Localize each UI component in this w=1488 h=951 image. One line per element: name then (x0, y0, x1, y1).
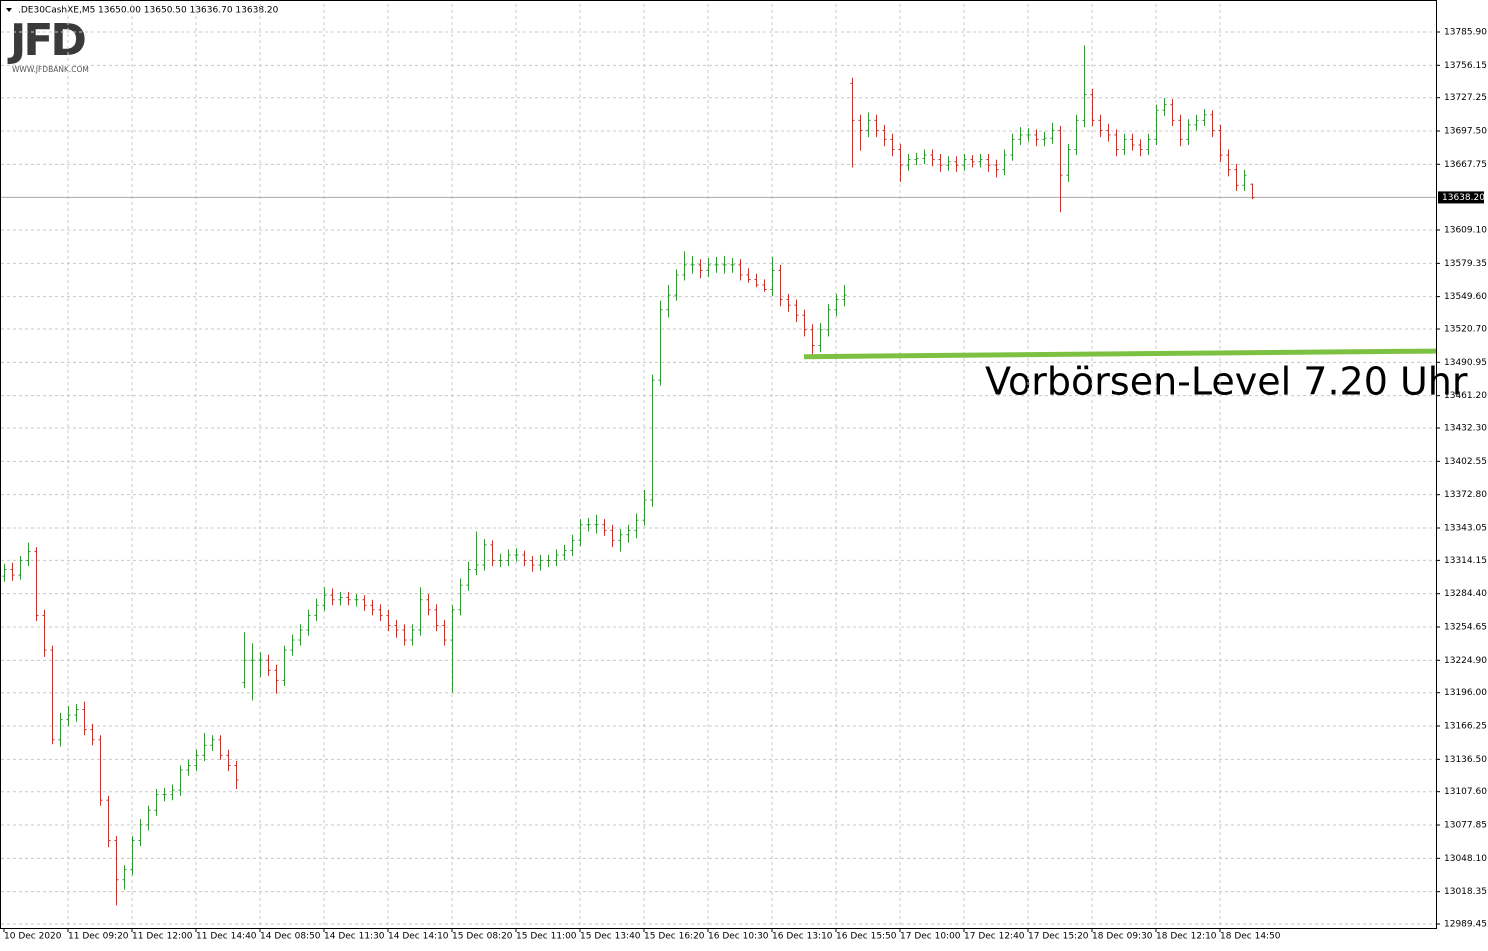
x-tick-label: 10 Dec 2020 (4, 932, 62, 942)
x-tick-label: 15 Dec 08:20 (452, 932, 513, 942)
y-tick-label: 13579.35 (1444, 259, 1487, 269)
y-tick-label: 12989.45 (1444, 920, 1487, 930)
y-tick-label: 13727.25 (1444, 93, 1487, 103)
x-tick-label: 11 Dec 09:20 (68, 932, 129, 942)
y-tick-label: 13372.80 (1444, 490, 1487, 500)
x-tick-label: 18 Dec 12:10 (1156, 932, 1217, 942)
y-tick-label: 13461.20 (1444, 391, 1487, 401)
y-tick-label: 13166.25 (1444, 722, 1487, 732)
x-tick-label: 15 Dec 16:20 (644, 932, 705, 942)
y-tick-label: 13697.50 (1444, 127, 1487, 137)
x-tick-label: 14 Dec 08:50 (260, 932, 321, 942)
current-price-box (1438, 191, 1484, 204)
y-tick-label: 13490.95 (1444, 358, 1487, 368)
y-tick-label: 13402.55 (1444, 457, 1487, 467)
level-line (803, 348, 1437, 360)
y-tick-label: 13254.65 (1444, 623, 1487, 633)
y-tick-label: 13756.15 (1444, 61, 1487, 71)
y-tick-label: 13314.15 (1444, 556, 1487, 566)
x-tick-label: 16 Dec 15:50 (836, 932, 897, 942)
y-tick-label: 13343.05 (1444, 523, 1487, 533)
y-tick-label: 13549.60 (1444, 292, 1487, 302)
x-tick-label: 16 Dec 13:10 (772, 932, 833, 942)
menu-arrow[interactable] (6, 8, 12, 12)
current-price-label: 13638.20 (1442, 193, 1485, 203)
y-tick-label: 13520.70 (1444, 325, 1487, 335)
x-tick-label: 18 Dec 14:50 (1220, 932, 1281, 942)
y-tick-label: 13432.30 (1444, 424, 1487, 434)
x-tick-label: 14 Dec 14:10 (388, 932, 449, 942)
logo-url: WWW.JFDBANK.COM (12, 65, 89, 74)
y-tick-label: 13284.40 (1444, 589, 1487, 599)
y-tick-label: 13136.50 (1444, 755, 1487, 765)
x-tick-label: 16 Dec 10:30 (708, 932, 769, 942)
y-tick-label: 13196.00 (1444, 688, 1487, 698)
annotation: Vorbörsen-Level 7.20 Uhr (985, 360, 1468, 404)
x-tick-label: 17 Dec 12:40 (964, 932, 1025, 942)
y-tick-label: 13077.85 (1444, 821, 1487, 831)
x-tick-label: 15 Dec 11:00 (516, 932, 577, 942)
x-tick-label: 11 Dec 14:40 (196, 932, 257, 942)
y-tick-label: 13107.60 (1444, 787, 1487, 797)
logo: JFD (7, 15, 85, 66)
x-tick-label: 17 Dec 15:20 (1028, 932, 1089, 942)
y-tick-label: 13224.90 (1444, 656, 1487, 666)
y-tick-label: 13667.75 (1444, 160, 1487, 170)
x-tick-label: 15 Dec 13:40 (580, 932, 641, 942)
quote: 13650.00 13650.50 13636.70 13638.20 (98, 6, 279, 16)
x-tick-label: 11 Dec 12:00 (132, 932, 193, 942)
plot-frame (0, 0, 1437, 929)
symbol: .DE30CashXE,M5 (18, 6, 95, 16)
y-tick-label: 13609.10 (1444, 226, 1487, 236)
x-tick-label: 18 Dec 09:30 (1092, 932, 1153, 942)
x-tick-label: 17 Dec 10:00 (900, 932, 961, 942)
y-tick-label: 13048.10 (1444, 854, 1487, 864)
y-tick-label: 13018.35 (1444, 887, 1487, 897)
y-tick-label: 13785.90 (1444, 28, 1487, 38)
x-tick-label: 14 Dec 11:30 (324, 932, 385, 942)
